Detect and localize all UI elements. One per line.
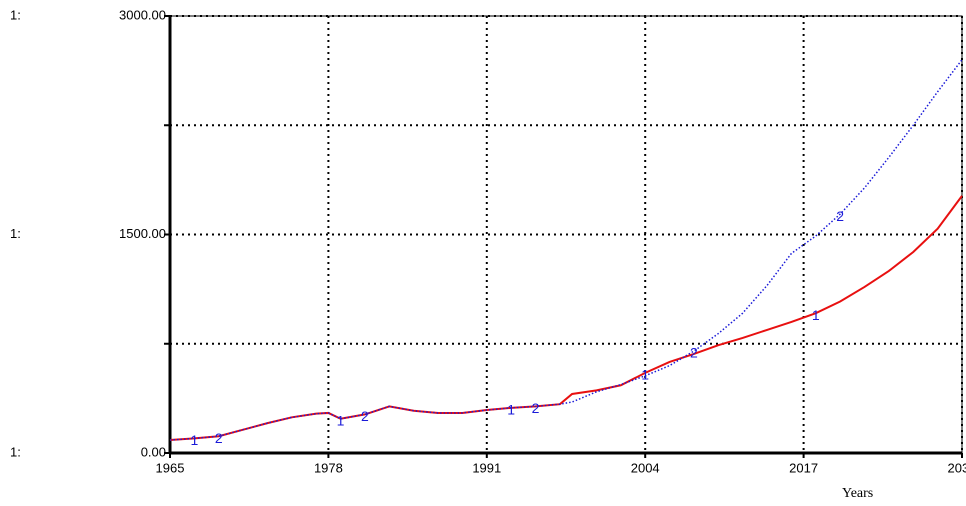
series-label: 1 [337,412,345,428]
axis-prefix: 1: [10,444,21,459]
x-tick-label: 1991 [472,460,501,475]
y-tick-label: 0.00 [141,444,166,459]
axis-prefix: 1: [10,226,21,241]
series-label: 1 [641,367,649,383]
series-label: 2 [836,208,844,224]
x-tick-label: 2004 [631,460,660,475]
x-tick-label: 1978 [314,460,343,475]
series-line [169,59,963,441]
series-label: 2 [361,408,369,424]
x-tick-label: 2030 [948,460,966,475]
series-label: 2 [215,430,223,446]
y-tick-label: 1500.00 [119,226,166,241]
series-label: 2 [532,400,540,416]
x-tick-label: 2017 [789,460,818,475]
series-label: 1 [812,307,820,323]
series-label: 1 [507,402,515,418]
x-tick-label: 1965 [156,460,185,475]
series-label: 1 [190,432,198,448]
axis-prefix: 1: [10,7,21,22]
y-tick-label: 3000.00 [119,7,166,22]
series-label: 2 [690,345,698,361]
x-axis-label: Years [842,486,873,501]
